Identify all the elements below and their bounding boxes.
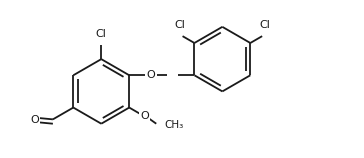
- Text: O: O: [30, 115, 39, 125]
- Text: O: O: [140, 111, 149, 121]
- Text: CH₃: CH₃: [164, 120, 183, 130]
- Text: O: O: [146, 70, 155, 80]
- Text: Cl: Cl: [260, 20, 271, 30]
- Text: Cl: Cl: [174, 20, 185, 30]
- Text: Cl: Cl: [96, 29, 107, 39]
